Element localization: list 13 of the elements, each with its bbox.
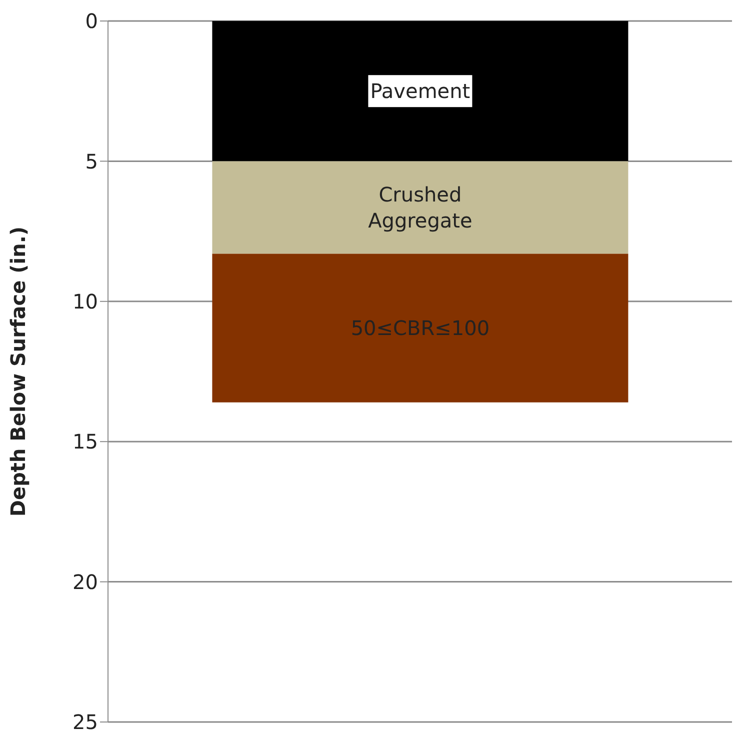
y-tick-label: 0 — [85, 9, 98, 34]
bar — [212, 21, 628, 162]
y-tick-label: 10 — [72, 290, 98, 314]
bar — [212, 161, 628, 254]
y-axis-title: Depth Below Surface (in.) — [6, 226, 30, 517]
series-label: Crushed Aggregate — [368, 182, 472, 232]
y-tick-label: 5 — [85, 149, 98, 174]
series-label: 50≤CBR≤100 — [350, 316, 490, 340]
y-tick-label: 25 — [72, 710, 98, 734]
y-tick-label: 20 — [72, 570, 98, 594]
series-label: Pavement — [370, 79, 470, 104]
bar — [212, 254, 628, 402]
y-tick-label: 15 — [72, 430, 98, 454]
